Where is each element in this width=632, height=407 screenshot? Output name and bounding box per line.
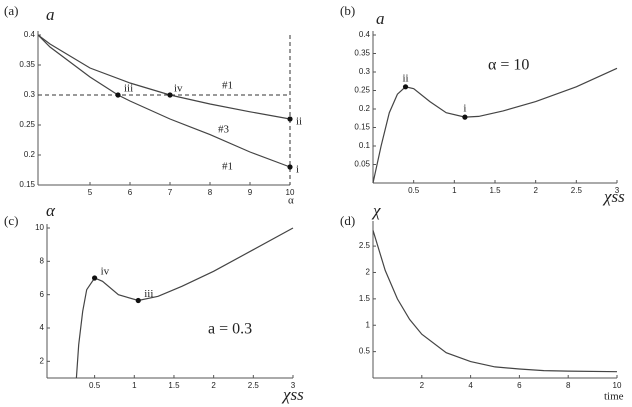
y-tick-label: 0.05 <box>354 160 370 169</box>
curve-label: #1 <box>222 161 233 173</box>
panel-label: (c) <box>4 213 18 228</box>
x-tick-label: 2 <box>211 381 216 390</box>
curve <box>75 227 294 379</box>
y-tick-label: 8 <box>40 256 45 265</box>
y-tick-label: 0.1 <box>359 141 371 150</box>
panel-label: (b) <box>340 3 355 18</box>
x-tick-label: 8 <box>566 381 571 390</box>
curve <box>372 230 618 373</box>
y-tick-label: 0.3 <box>359 67 371 76</box>
marked-point <box>135 297 141 304</box>
x-tick-label: 0.5 <box>408 186 420 195</box>
y-axis-label: χ <box>371 201 381 220</box>
point-label: i <box>463 103 466 115</box>
x-tick-label: 10 <box>286 188 295 197</box>
y-tick-label: 2 <box>366 268 371 277</box>
x-tick-label: 2 <box>420 381 425 390</box>
point-label: iii <box>124 83 133 95</box>
x-tick-label: 1.5 <box>168 381 180 390</box>
x-tick-label: 7 <box>168 188 173 197</box>
x-tick-label: 2.5 <box>571 186 583 195</box>
x-tick-label: 8 <box>208 188 213 197</box>
point-label: iv <box>101 266 110 278</box>
y-tick-label: 0.15 <box>354 123 370 132</box>
y-tick-label: 0.2 <box>359 104 371 113</box>
x-axis-label: χss <box>602 187 625 206</box>
y-tick-label: 0.5 <box>359 347 371 356</box>
curve-label: #1 <box>222 80 233 92</box>
x-tick-label: 1.5 <box>489 186 501 195</box>
y-tick-label: 0.3 <box>24 90 36 99</box>
annotation: α = 10 <box>488 57 529 74</box>
y-tick-label: 10 <box>35 223 44 232</box>
y-tick-label: 0.25 <box>354 86 370 95</box>
marked-point <box>287 116 293 122</box>
y-tick-label: 0.2 <box>24 150 36 159</box>
curve <box>37 34 291 168</box>
y-tick-label: 1.5 <box>359 294 371 303</box>
x-axis-label: χss <box>281 385 304 404</box>
marked-point <box>115 92 121 98</box>
y-tick-label: 2.5 <box>359 241 371 250</box>
x-tick-label: 1 <box>132 381 137 390</box>
curve <box>372 67 618 184</box>
point-label: ii <box>296 116 302 128</box>
point-label: ii <box>402 72 408 84</box>
x-tick-label: 3 <box>291 381 296 390</box>
marked-point <box>167 92 173 98</box>
y-tick-label: 6 <box>40 290 45 299</box>
x-tick-label: 2 <box>533 186 538 195</box>
y-axis-label: a <box>376 9 385 28</box>
y-tick-label: 0.35 <box>354 49 370 58</box>
x-tick-label: 9 <box>248 188 253 197</box>
marked-point <box>92 275 98 281</box>
y-tick-label: 0.4 <box>359 30 371 39</box>
curve <box>37 34 291 120</box>
y-tick-label: 0.15 <box>19 180 35 189</box>
x-tick-label: 4 <box>468 381 473 390</box>
y-tick-label: 2 <box>40 356 45 365</box>
y-axis-label: a <box>46 5 55 24</box>
y-tick-label: 0.25 <box>19 120 35 129</box>
x-tick-label: 10 <box>613 381 622 390</box>
x-axis-label: α <box>288 195 294 207</box>
marked-point <box>287 164 293 170</box>
x-tick-label: 6 <box>517 381 522 390</box>
x-tick-label: 3 <box>615 186 620 195</box>
x-tick-label: 2.5 <box>248 381 260 390</box>
y-axis-label: α <box>46 201 56 220</box>
y-tick-label: 1 <box>366 320 371 329</box>
x-tick-label: 6 <box>128 188 133 197</box>
point-label: i <box>296 164 299 176</box>
panel-label: (d) <box>340 213 355 228</box>
marked-point <box>402 84 409 90</box>
y-tick-label: 0.4 <box>24 30 36 39</box>
annotation: #3 <box>218 124 230 136</box>
annotation: a = 0.3 <box>208 321 252 338</box>
y-tick-label: 0.35 <box>19 60 35 69</box>
x-axis-label: time <box>604 391 624 403</box>
point-label: iii <box>144 288 153 300</box>
x-tick-label: 1 <box>452 186 457 195</box>
marked-point <box>462 114 468 120</box>
point-label: iv <box>174 83 183 95</box>
panel-label: (a) <box>4 3 18 18</box>
x-tick-label: 5 <box>88 188 93 197</box>
x-tick-label: 0.5 <box>89 381 101 390</box>
y-tick-label: 4 <box>40 323 45 332</box>
